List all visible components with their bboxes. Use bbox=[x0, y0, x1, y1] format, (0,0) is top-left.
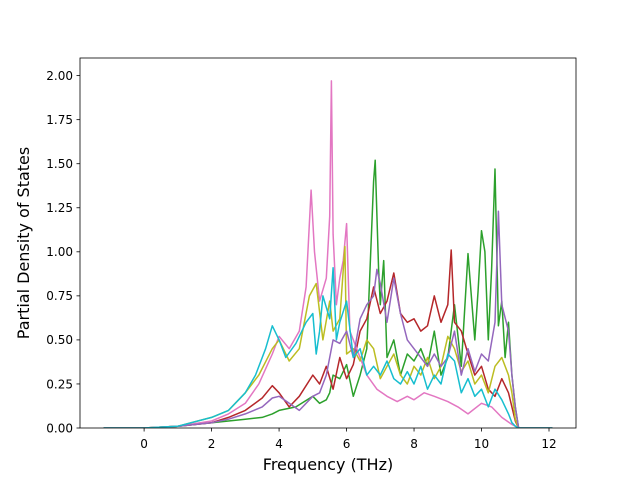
plot-frame bbox=[79, 57, 577, 429]
y-tick-label: 0.25 bbox=[46, 377, 73, 391]
x-tick-label: 0 bbox=[140, 437, 148, 451]
y-axis-title: Partial Density of States bbox=[14, 147, 33, 339]
series-line-1 bbox=[103, 159, 553, 428]
x-tick-label: 10 bbox=[474, 437, 489, 451]
series-line-2 bbox=[103, 249, 553, 428]
series-line-4 bbox=[103, 245, 553, 428]
y-tick-label: 1.50 bbox=[46, 157, 73, 171]
x-tick-label: 2 bbox=[208, 437, 216, 451]
y-tick-label: 0.00 bbox=[46, 421, 73, 435]
x-axis-title: Frequency (THz) bbox=[263, 455, 393, 474]
series-layer bbox=[103, 80, 553, 428]
x-tick-label: 8 bbox=[410, 437, 418, 451]
y-tick-label: 1.00 bbox=[46, 245, 73, 259]
y-tick-label: 2.00 bbox=[46, 69, 73, 83]
x-axis-ticks: 0 2 4 6 8 10 12 bbox=[140, 428, 557, 451]
y-axis-ticks: 0.00 0.25 0.50 0.75 1.00 1.25 1.50 1.75 2.00 bbox=[46, 69, 80, 435]
x-tick-label: 12 bbox=[541, 437, 556, 451]
y-tick-label: 1.75 bbox=[46, 113, 73, 127]
x-tick-label: 4 bbox=[275, 437, 283, 451]
y-tick-label: 1.25 bbox=[46, 201, 73, 215]
series-line-6 bbox=[103, 266, 553, 428]
y-tick-label: 0.50 bbox=[46, 333, 73, 347]
y-tick-label: 0.75 bbox=[46, 289, 73, 303]
x-tick-label: 6 bbox=[343, 437, 351, 451]
series-line-5 bbox=[103, 210, 553, 428]
